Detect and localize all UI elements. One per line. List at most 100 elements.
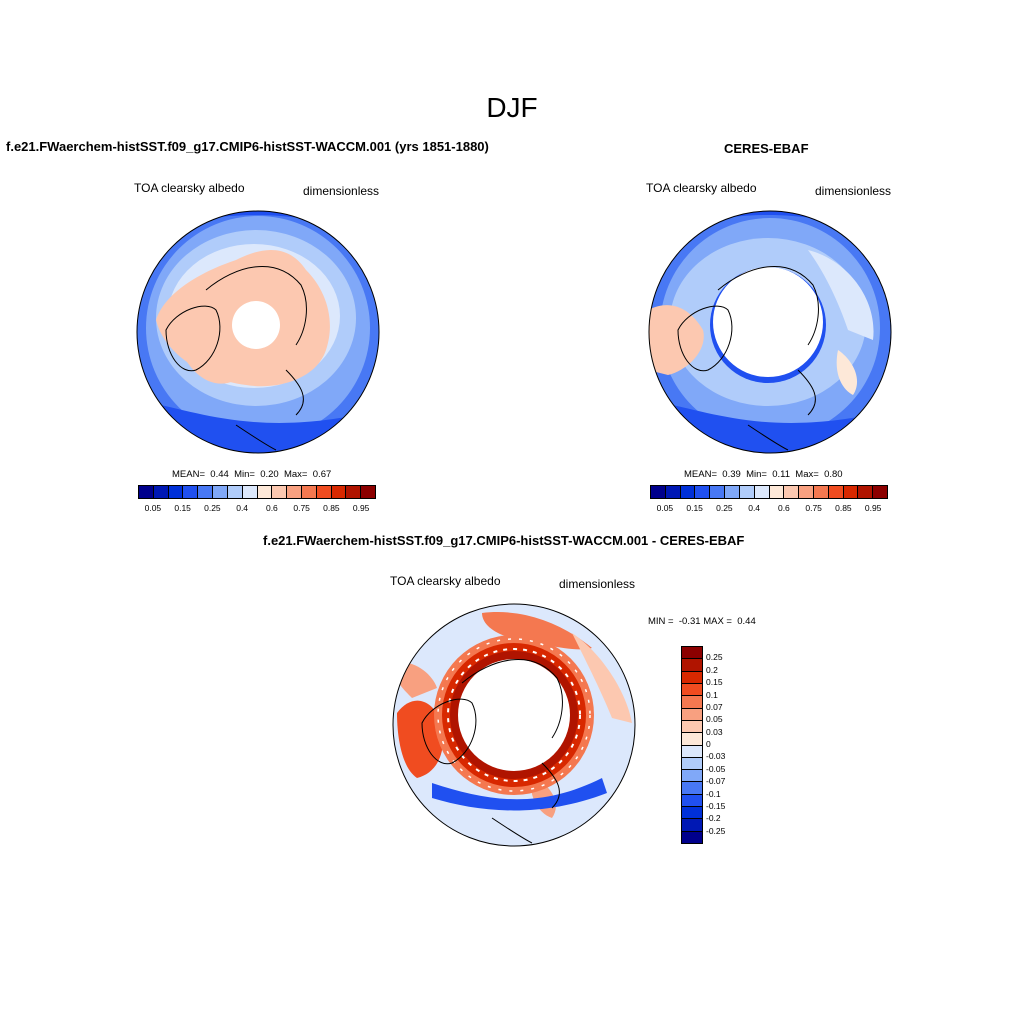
diff-units-label: dimensionless [559, 577, 636, 591]
model-colorbar-tick-label: 0.75 [293, 503, 310, 513]
obs-panel-title: CERES-EBAF [724, 141, 809, 156]
obs-colorbar-swatch [828, 486, 844, 498]
obs-colorbar [650, 485, 888, 499]
diff-colorbar-tick-label: -0.03 [706, 751, 726, 762]
diff-colorbar-swatch [682, 683, 702, 697]
obs-colorbar-swatch [769, 486, 785, 498]
obs-colorbar-swatch [858, 486, 874, 498]
diff-colorbar-swatch [682, 696, 702, 709]
model-colorbar-swatch [227, 486, 243, 498]
model-colorbar-swatch [153, 486, 169, 498]
model-colorbar-swatch [272, 486, 288, 498]
diff-colorbar-tick-label: -0.05 [706, 763, 726, 774]
model-variable-label: TOA clearsky albedo [134, 181, 245, 195]
diff-colorbar-tick-label: 0.1 [706, 689, 718, 700]
model-colorbar-swatch [139, 486, 154, 498]
model-colorbar-swatch [331, 486, 347, 498]
diff-colorbar-swatch [682, 757, 702, 771]
diff-colorbar-swatch [682, 659, 702, 672]
diff-variable-label: TOA clearsky albedo [390, 574, 501, 588]
diff-colorbar-swatch [682, 831, 702, 843]
obs-colorbar-tick-label: 0.15 [686, 503, 703, 513]
model-units-label: dimensionless [303, 184, 380, 198]
diff-colorbar-ticks: 0.25 0.2 0.15 0.1 0.07 0.05 0.03 0 -0.03 -0.05 -0.… [706, 646, 746, 844]
obs-colorbar-tick-label: 0.05 [656, 503, 674, 513]
diff-panel-title: f.e21.FWaerchem-histSST.f09_g17.CMIP6-hi… [263, 533, 745, 548]
model-colorbar-swatch [287, 486, 302, 498]
model-colorbar-ticks: 0.05 0.15 0.25 0.4 0.6 0.75 0.85 0.95 [138, 503, 376, 515]
obs-colorbar-tick-label: 0.85 [835, 503, 852, 513]
model-colorbar-swatch [257, 486, 273, 498]
diff-colorbar-swatch [682, 819, 702, 832]
obs-colorbar-swatch [651, 486, 666, 498]
diff-colorbar-tick-label: -0.1 [706, 788, 721, 799]
obs-polar-map [648, 210, 892, 454]
diff-colorbar-swatch [682, 745, 702, 758]
obs-colorbar-swatch [799, 486, 814, 498]
diff-colorbar-tick-label: -0.07 [706, 776, 726, 787]
diff-colorbar-swatch [682, 794, 702, 808]
model-polar-map [136, 210, 380, 454]
diff-polar-map [392, 603, 636, 847]
diff-colorbar-tick-label: 0.05 [706, 714, 723, 725]
model-colorbar [138, 485, 376, 499]
diff-colorbar-tick-label: 0.07 [706, 701, 723, 712]
diff-colorbar-swatch [682, 647, 702, 660]
obs-colorbar-swatch [813, 486, 829, 498]
model-colorbar-swatch [301, 486, 317, 498]
obs-stats: MEAN= 0.39 Min= 0.11 Max= 0.80 [684, 469, 843, 480]
obs-colorbar-swatch [725, 486, 740, 498]
model-colorbar-tick-label: 0.6 [265, 503, 278, 513]
obs-colorbar-swatch [873, 486, 887, 498]
model-colorbar-swatch [242, 486, 258, 498]
obs-colorbar-swatch [665, 486, 681, 498]
obs-colorbar-swatch [754, 486, 770, 498]
diff-stats: MIN = -0.31 MAX = 0.44 [648, 616, 756, 627]
diff-colorbar-swatch [682, 720, 702, 734]
obs-units-label: dimensionless [815, 184, 892, 198]
diff-colorbar-tick-label: -0.15 [706, 800, 726, 811]
obs-colorbar-swatch [680, 486, 696, 498]
obs-colorbar-swatch [739, 486, 755, 498]
main-title: DJF [486, 92, 538, 123]
diff-colorbar-swatch [682, 782, 702, 795]
diff-colorbar-tick-label: -0.2 [706, 813, 721, 824]
model-colorbar-swatch [213, 486, 228, 498]
model-colorbar-tick-label: 0.05 [144, 503, 162, 513]
obs-colorbar-tick-label: 0.95 [864, 503, 882, 513]
model-colorbar-swatch [361, 486, 375, 498]
obs-colorbar-swatch [710, 486, 726, 498]
obs-colorbar-swatch [843, 486, 859, 498]
diff-colorbar-tick-label: 0.15 [706, 677, 723, 688]
diff-colorbar-tick-label: -0.25 [706, 825, 726, 836]
model-colorbar-tick-label: 0.15 [174, 503, 191, 513]
diff-colorbar [681, 646, 703, 844]
diff-colorbar-swatch [682, 733, 702, 746]
obs-colorbar-swatch [784, 486, 800, 498]
model-colorbar-swatch [346, 486, 362, 498]
model-colorbar-swatch [183, 486, 199, 498]
diff-colorbar-tick-label: 0.2 [706, 664, 718, 675]
obs-colorbar-tick-label: 0.4 [748, 503, 761, 513]
obs-colorbar-tick-label: 0.25 [716, 503, 733, 513]
model-colorbar-tick-label: 0.4 [236, 503, 249, 513]
diff-colorbar-tick-label: 0.03 [706, 726, 723, 737]
model-stats: MEAN= 0.44 Min= 0.20 Max= 0.67 [172, 469, 332, 480]
model-panel-title: f.e21.FWaerchem-histSST.f09_g17.CMIP6-hi… [6, 139, 489, 154]
obs-colorbar-swatch [695, 486, 711, 498]
model-colorbar-tick-label: 0.95 [352, 503, 370, 513]
model-colorbar-swatch [198, 486, 214, 498]
diff-colorbar-swatch [682, 671, 702, 684]
diff-colorbar-swatch [682, 708, 702, 721]
model-colorbar-swatch [168, 486, 184, 498]
diff-colorbar-swatch [682, 807, 702, 820]
model-colorbar-swatch [316, 486, 332, 498]
obs-colorbar-tick-label: 0.75 [805, 503, 822, 513]
model-colorbar-tick-label: 0.85 [323, 503, 340, 513]
diff-colorbar-tick-label: 0 [706, 739, 711, 749]
obs-colorbar-ticks: 0.05 0.15 0.25 0.4 0.6 0.75 0.85 0.95 [650, 503, 888, 515]
model-colorbar-tick-label: 0.25 [204, 503, 221, 513]
diff-colorbar-swatch [682, 770, 702, 783]
obs-colorbar-tick-label: 0.6 [777, 503, 790, 513]
obs-variable-label: TOA clearsky albedo [646, 181, 757, 195]
